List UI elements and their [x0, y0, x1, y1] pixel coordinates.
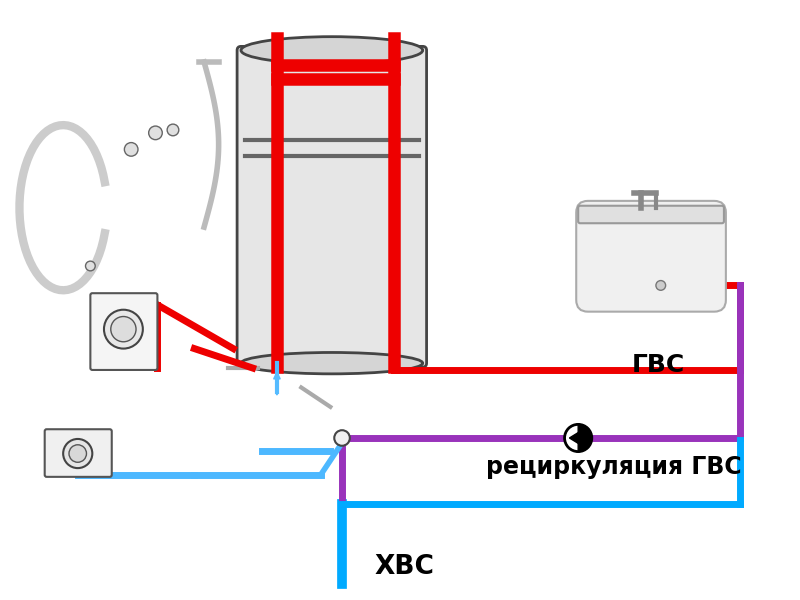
FancyBboxPatch shape: [90, 293, 158, 370]
Wedge shape: [578, 424, 592, 452]
Circle shape: [110, 317, 136, 342]
Circle shape: [656, 281, 666, 290]
Text: рециркуляция ГВС: рециркуляция ГВС: [486, 455, 742, 479]
FancyBboxPatch shape: [578, 206, 724, 223]
Circle shape: [124, 143, 138, 156]
Circle shape: [167, 124, 178, 136]
Circle shape: [63, 439, 92, 468]
Ellipse shape: [241, 352, 422, 374]
FancyBboxPatch shape: [45, 429, 112, 477]
FancyBboxPatch shape: [237, 46, 426, 367]
Text: ГВС: ГВС: [632, 353, 685, 377]
Polygon shape: [570, 430, 582, 446]
Ellipse shape: [241, 37, 422, 64]
Circle shape: [104, 310, 143, 349]
FancyBboxPatch shape: [576, 201, 726, 311]
Circle shape: [334, 430, 350, 446]
Circle shape: [69, 445, 86, 462]
Circle shape: [149, 126, 162, 140]
Circle shape: [86, 261, 95, 271]
Wedge shape: [565, 424, 578, 452]
Text: ХВС: ХВС: [374, 554, 434, 580]
